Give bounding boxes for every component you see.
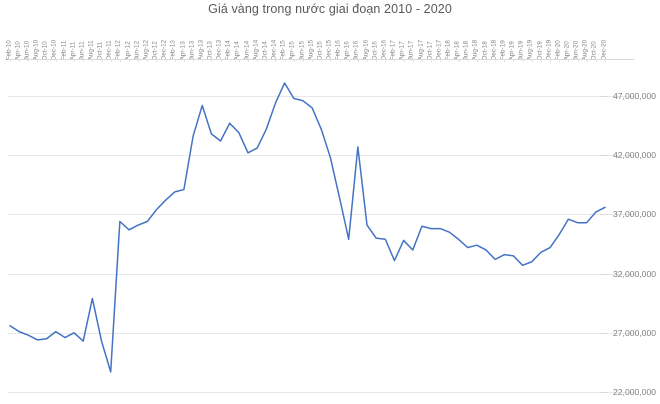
x-axis-tick-mark — [110, 59, 112, 62]
x-axis-tick-mark — [156, 59, 158, 62]
y-axis-tick-label: 22,000,000 — [613, 387, 657, 397]
x-axis-tick-mark — [248, 59, 249, 62]
x-axis-tick-mark — [476, 59, 478, 62]
x-axis-tick-mark — [138, 59, 140, 62]
x-axis-tick-mark — [357, 59, 359, 62]
x-axis-tick-mark — [321, 59, 323, 62]
x-axis-tick-mark — [37, 59, 39, 62]
x-axis-tick-mark — [220, 59, 222, 62]
chart-title: Giá vàng trong nước giai đoạn 2010 - 202… — [208, 2, 452, 16]
x-axis-tick-mark — [394, 59, 396, 62]
x-axis-tick-mark — [595, 59, 597, 62]
y-axis-tick-mark — [600, 155, 608, 157]
x-axis-tick-mark — [92, 59, 94, 62]
x-axis-tick-mark — [312, 59, 314, 62]
x-axis-tick-mark — [293, 59, 295, 62]
x-axis-tick-mark — [348, 59, 350, 62]
x-axis-tick-mark — [183, 59, 185, 62]
x-axis-tick-mark — [174, 59, 176, 62]
gridline — [8, 273, 634, 275]
x-axis-tick-mark — [266, 59, 268, 62]
x-axis-tick-mark — [513, 59, 515, 62]
x-axis-tick-mark — [403, 59, 405, 62]
x-axis-tick-mark — [257, 59, 259, 62]
y-axis-tick-label: 37,000,000 — [613, 209, 657, 220]
x-axis-tick-mark — [586, 59, 588, 62]
x-axis-tick-mark — [165, 59, 167, 62]
x-axis-tick-mark — [211, 59, 213, 62]
x-axis-tick-mark — [28, 59, 30, 62]
y-axis-tick-mark — [600, 273, 608, 275]
x-axis-tick-mark — [46, 59, 48, 62]
x-axis-tick-mark — [449, 59, 451, 62]
x-axis-line — [8, 59, 634, 60]
y-axis-tick-mark — [600, 392, 608, 393]
x-axis-tick-mark — [568, 59, 570, 62]
x-axis-tick-mark — [302, 59, 304, 62]
x-axis-tick-mark — [431, 59, 433, 62]
y-axis-tick-mark — [600, 332, 608, 334]
y-axis-tick-label: 27,000,000 — [613, 327, 657, 338]
x-axis-tick-mark — [385, 59, 387, 62]
gridline — [8, 392, 634, 393]
y-axis-tick-label: 32,000,000 — [613, 268, 657, 279]
x-axis-tick-mark — [101, 59, 103, 62]
x-axis-tick-mark — [504, 59, 506, 62]
x-axis-tick-mark — [412, 59, 414, 62]
plot-area: 22,000,000 27,000,000 32,000,000 37,000,000… — [0, 60, 660, 404]
x-axis-tick-mark — [193, 59, 195, 62]
x-axis-tick-mark — [74, 59, 76, 62]
x-axis-tick-mark — [577, 59, 579, 62]
x-axis-tick-mark — [330, 59, 332, 62]
x-axis-tick-mark — [10, 59, 11, 62]
x-axis-tick-mark — [421, 59, 423, 62]
gridline — [8, 332, 634, 334]
x-axis-tick-mark — [129, 59, 130, 62]
x-axis-tick-mark — [19, 59, 21, 62]
x-axis-tick-mark — [559, 59, 561, 62]
x-axis-tick-mark — [458, 59, 460, 62]
series-polyline — [9, 82, 606, 373]
gridline — [8, 96, 634, 97]
x-axis-tick-mark — [540, 59, 542, 62]
x-axis-tick-mark — [83, 59, 85, 62]
x-axis-tick-mark — [376, 59, 378, 62]
x-axis-tick-mark — [284, 59, 286, 62]
x-axis-tick-mark — [467, 59, 469, 62]
x-axis-tick-mark — [55, 59, 57, 62]
x-axis-tick-mark — [440, 59, 442, 62]
x-axis-tick-mark — [64, 59, 66, 62]
x-axis-tick-mark — [367, 59, 368, 62]
y-axis-tick-mark — [600, 96, 608, 97]
gridline — [8, 214, 634, 216]
y-axis-tick-label: 42,000,000 — [613, 150, 657, 161]
x-axis-tick-mark — [238, 59, 240, 62]
x-axis-tick-mark — [522, 59, 524, 62]
x-axis-tick-mark — [275, 59, 277, 62]
x-axis-tick-mark — [495, 59, 497, 62]
x-axis-tick-mark — [486, 59, 487, 62]
x-axis-tick-mark — [229, 59, 231, 62]
x-axis-tick-mark — [202, 59, 204, 62]
y-axis-tick-mark — [600, 214, 608, 216]
x-axis-tick-mark — [531, 59, 533, 62]
x-axis-tick-mark — [119, 59, 121, 62]
gridline — [8, 155, 634, 157]
x-axis-tick-mark — [550, 59, 552, 62]
x-axis-tick-mark — [339, 59, 341, 62]
x-axis-tick-mark — [147, 59, 149, 62]
x-axis-tick-mark — [605, 59, 606, 62]
y-axis-tick-label: 47,000,000 — [613, 91, 657, 101]
